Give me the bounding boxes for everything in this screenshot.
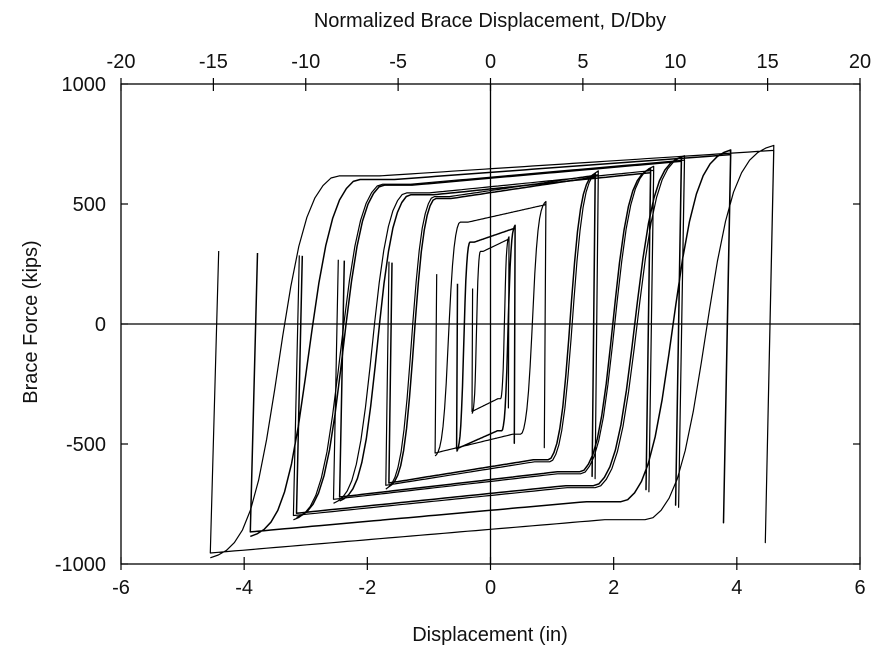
x2-tick-label: -15 (199, 51, 228, 73)
y-tick-label: 0 (95, 314, 106, 336)
hysteresis-loop (455, 224, 516, 452)
hysteresis-loop (209, 144, 775, 559)
hysteresis-loop (338, 167, 652, 502)
x-tick-label: 2 (608, 577, 619, 599)
top-axis-title: Normalized Brace Displacement, D/Dby (314, 10, 666, 32)
hysteresis-loop (295, 156, 683, 519)
x2-tick-label: -20 (107, 51, 136, 73)
x-tick-label: -6 (112, 577, 130, 599)
x2-tick-label: 20 (849, 51, 871, 73)
hysteresis-loop (434, 200, 547, 457)
x2-tick-label: -10 (291, 51, 320, 73)
axes: -6 -4 -2 0 2 4 6-20 -15 -10 -5 0 5 10 15 20-1000-50005… (55, 51, 871, 599)
hysteresis-loop (385, 170, 599, 490)
x-axis-title: Displacement (in) (412, 624, 568, 646)
plot-area (120, 83, 861, 565)
hysteresis-loop (249, 149, 732, 538)
y-tick-label: -1000 (55, 554, 106, 576)
y-tick-label: 500 (73, 194, 106, 216)
hysteresis-loop (332, 165, 655, 504)
y-axis-title: Brace Force (kips) (20, 240, 42, 403)
x-tick-label: 4 (731, 577, 742, 599)
x2-tick-label: 5 (577, 51, 588, 73)
hysteresis-loop (388, 172, 596, 488)
x-tick-label: 6 (854, 577, 865, 599)
x2-tick-label: 15 (757, 51, 779, 73)
x2-tick-label: 0 (485, 51, 496, 73)
hysteresis-loop (292, 155, 686, 521)
x2-tick-label: 10 (664, 51, 686, 73)
x2-tick-label: -5 (389, 51, 407, 73)
x-tick-label: 0 (485, 577, 496, 599)
x-tick-label: -4 (235, 577, 253, 599)
y-tick-label: 1000 (62, 74, 107, 96)
hysteresis-curves (209, 144, 775, 559)
y-tick-label: -500 (66, 434, 106, 456)
x-tick-label: -2 (358, 577, 376, 599)
